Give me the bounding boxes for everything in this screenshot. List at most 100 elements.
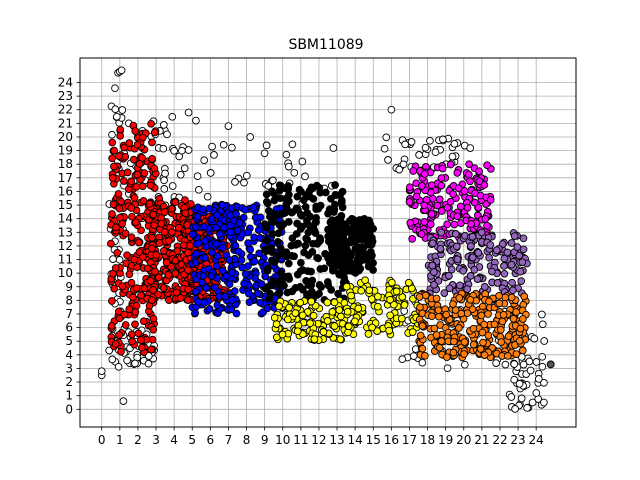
data-point	[456, 281, 464, 290]
data-point	[475, 167, 483, 176]
data-point	[485, 297, 493, 306]
data-point	[242, 171, 251, 180]
y-tick-label: 5	[65, 334, 73, 348]
y-tick-label: 16	[58, 184, 73, 198]
data-point	[380, 144, 389, 153]
x-tick-label: 3	[152, 433, 160, 447]
data-point	[404, 278, 413, 287]
x-axis-ticks: 0 1 2 3 4 5 6 7 8 9 10 11 12 13 14 15 16 17 18 19 20 21 22 23 24	[98, 427, 544, 447]
data-point	[445, 271, 453, 280]
data-point	[474, 248, 483, 257]
data-point	[188, 230, 197, 239]
data-point	[105, 346, 114, 355]
data-point	[511, 405, 519, 413]
data-point	[510, 360, 519, 368]
y-tick-label: 13	[58, 225, 73, 239]
data-point	[192, 116, 200, 125]
data-point	[292, 230, 301, 238]
data-point	[246, 245, 255, 254]
data-point	[160, 228, 169, 236]
data-point	[437, 337, 446, 346]
data-point	[275, 302, 283, 311]
data-point	[146, 181, 155, 190]
data-point	[334, 289, 342, 298]
data-point	[168, 182, 177, 190]
data-point	[109, 255, 117, 263]
data-point	[497, 338, 506, 346]
data-point	[468, 305, 477, 314]
data-point	[131, 359, 139, 368]
data-point	[154, 273, 163, 282]
data-point	[244, 239, 252, 247]
data-point	[435, 312, 443, 321]
data-point	[468, 253, 477, 262]
data-point	[284, 259, 293, 268]
data-point	[510, 232, 519, 240]
data-point	[127, 204, 136, 212]
data-point	[335, 253, 343, 262]
data-point	[361, 276, 369, 285]
data-point	[412, 192, 421, 201]
data-point	[288, 140, 297, 149]
data-point	[192, 249, 201, 258]
data-point	[148, 233, 156, 242]
data-point	[512, 350, 521, 358]
data-point	[316, 234, 324, 242]
data-point	[137, 291, 145, 300]
data-point	[507, 260, 516, 269]
data-point	[184, 285, 193, 294]
data-point	[165, 296, 173, 305]
data-point	[347, 217, 356, 225]
data-point	[272, 320, 281, 328]
data-point	[507, 293, 516, 302]
x-tick-label: 5	[188, 433, 196, 447]
data-point	[373, 327, 382, 335]
data-point	[470, 265, 479, 274]
data-point	[208, 142, 216, 151]
data-point	[331, 181, 339, 189]
data-point	[486, 241, 495, 249]
data-point	[418, 322, 427, 330]
x-tick-label: 19	[438, 433, 453, 447]
data-point	[281, 208, 289, 217]
data-point	[226, 228, 235, 236]
y-tick-label: 21	[58, 116, 73, 130]
data-point	[113, 248, 122, 257]
data-point	[117, 197, 125, 206]
data-point	[116, 125, 125, 134]
data-point	[274, 278, 282, 287]
data-points	[97, 66, 555, 413]
data-point	[478, 328, 487, 337]
data-point	[239, 213, 248, 222]
y-tick-label: 4	[65, 348, 73, 362]
y-tick-label: 17	[58, 171, 73, 185]
data-point	[269, 218, 278, 227]
data-point	[323, 317, 332, 325]
data-point	[146, 277, 155, 285]
data-point	[244, 228, 253, 237]
data-point	[493, 279, 502, 287]
data-point	[437, 228, 446, 237]
data-point	[273, 210, 282, 219]
data-point	[390, 300, 398, 309]
data-point	[201, 254, 209, 262]
data-point	[205, 204, 213, 213]
data-point	[426, 220, 435, 229]
data-point	[218, 201, 227, 209]
data-point	[335, 306, 344, 314]
data-point	[137, 343, 146, 352]
data-point	[363, 218, 372, 227]
x-tick-label: 12	[311, 433, 326, 447]
data-point	[301, 172, 309, 181]
data-point	[538, 310, 546, 319]
data-point	[515, 251, 523, 260]
data-point	[108, 297, 116, 305]
data-point	[263, 304, 272, 313]
data-point	[325, 253, 333, 261]
series-3	[260, 181, 378, 304]
data-point	[222, 272, 231, 280]
y-tick-label: 2	[65, 375, 73, 389]
data-point	[526, 366, 535, 375]
data-point	[224, 122, 233, 130]
data-point	[467, 242, 475, 250]
